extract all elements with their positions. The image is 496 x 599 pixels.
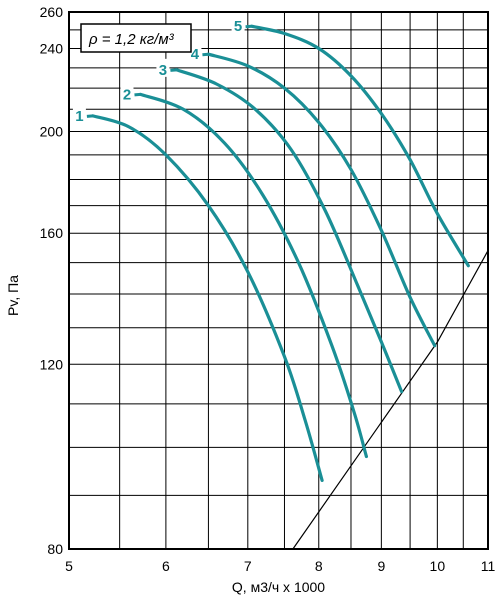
curve-label-leader — [245, 24, 252, 29]
curve-label-leader — [134, 92, 141, 97]
fan-curves: 1 2 3 4 5 — [72, 15, 470, 482]
curve-label-2: 2 — [123, 86, 131, 103]
y-tick-label: 240 — [40, 40, 64, 56]
y-tick-label: 160 — [40, 225, 64, 241]
y-tick-label: 80 — [47, 541, 63, 557]
curve-label-1: 1 — [75, 108, 83, 125]
x-axis-title: Q, м3/ч х 1000 — [232, 579, 325, 595]
fan-curve-1 — [91, 114, 324, 482]
plot-frame — [68, 11, 489, 550]
fan-curve-5 — [250, 24, 470, 268]
y-axis-title: Pv, Па — [5, 275, 21, 316]
density-label: ρ = 1,2 кг/м³ — [88, 31, 175, 48]
system-line — [292, 250, 489, 550]
x-tick-label: 10 — [430, 558, 446, 574]
curve-label-bg — [120, 83, 134, 102]
x-tick-label: 5 — [65, 558, 73, 574]
curve-label-bg — [156, 58, 170, 77]
x-tick-label: 9 — [377, 558, 385, 574]
density-box — [80, 23, 192, 53]
tick-labels: 5 6 7 8 9 10 11 80 120 160 200 240 260 — [40, 4, 496, 574]
curve-label-leader — [202, 52, 209, 57]
curve-label-4: 4 — [191, 46, 200, 63]
y-tick-label: 260 — [40, 4, 64, 20]
x-tick-label: 7 — [244, 558, 252, 574]
x-tick-label: 6 — [162, 558, 170, 574]
x-tick-label: 11 — [481, 558, 496, 574]
curve-label-bg — [231, 15, 245, 34]
curve-label-bg — [72, 104, 86, 123]
y-tick-label: 200 — [40, 124, 64, 140]
curve-label-leader — [86, 114, 94, 118]
curve-label-leader — [170, 68, 177, 72]
density-annotation: ρ = 1,2 кг/м³ — [80, 23, 192, 53]
curve-label-3: 3 — [159, 62, 167, 79]
curve-label-5: 5 — [234, 18, 242, 35]
system-line-group — [292, 250, 489, 550]
fan-curve-4 — [206, 52, 437, 348]
fan-curve-2 — [138, 92, 368, 459]
y-tick-label: 120 — [40, 356, 64, 372]
x-tick-label: 8 — [315, 558, 323, 574]
fan-curve-3 — [174, 68, 404, 394]
